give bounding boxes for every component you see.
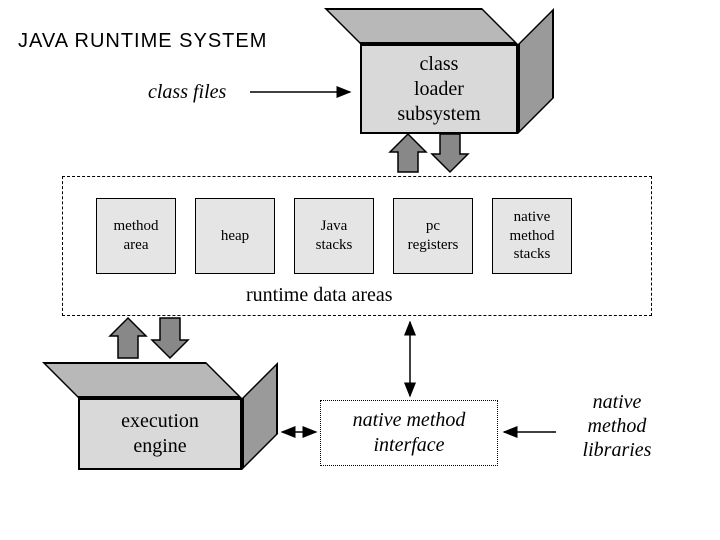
java-stacks-l1: Java	[321, 218, 348, 234]
java-stacks-box: Java stacks	[294, 198, 374, 274]
diagram-title: JAVA RUNTIME SYSTEM	[18, 30, 267, 53]
native-libraries-label: native method libraries	[562, 390, 672, 462]
execution-l2: engine	[133, 435, 186, 457]
nmi-l2: interface	[373, 434, 444, 456]
heap-box: heap	[195, 198, 275, 274]
method-area-l1: method	[114, 218, 159, 234]
class-loader-line2: loader	[414, 78, 464, 100]
runtime-caption: runtime data areas	[246, 284, 393, 307]
native-method-stacks-box: native method stacks	[492, 198, 572, 274]
native-method-interface-box: native method interface	[320, 400, 498, 466]
native-stacks-l3: stacks	[514, 246, 551, 262]
pc-registers-box: pc registers	[393, 198, 473, 274]
class-loader-line3: subsystem	[397, 103, 480, 125]
pc-l1: pc	[426, 218, 440, 234]
native-stacks-l2: method	[510, 228, 555, 244]
native-libs-line2: method	[588, 415, 647, 437]
method-area-box: method area	[96, 198, 176, 274]
native-stacks-l1: native	[514, 209, 551, 225]
class-loader-line1: class	[420, 53, 459, 75]
java-stacks-l2: stacks	[316, 237, 353, 253]
native-libs-line3: libraries	[583, 439, 652, 461]
heap-label: heap	[221, 227, 249, 246]
execution-l1: execution	[121, 410, 199, 432]
native-libs-line1: native	[593, 391, 642, 413]
pc-l2: registers	[408, 237, 459, 253]
method-area-l2: area	[124, 237, 149, 253]
nmi-l1: native method	[353, 409, 466, 431]
class-files-label: class files	[148, 80, 226, 104]
